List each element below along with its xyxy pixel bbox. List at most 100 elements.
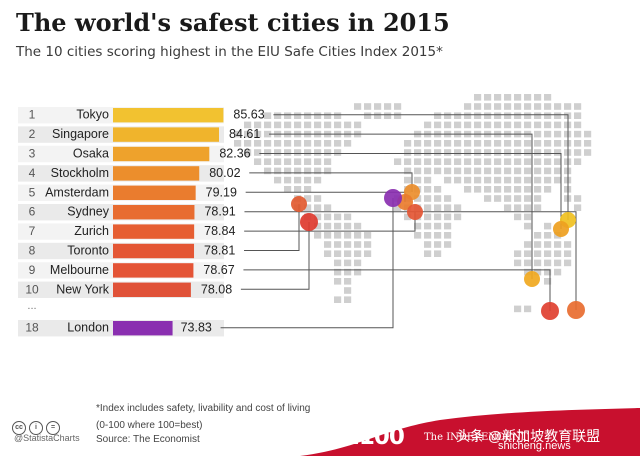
map-dot <box>444 121 452 129</box>
map-dot <box>264 167 272 175</box>
bar <box>113 282 191 297</box>
map-dot <box>364 103 372 110</box>
map-dot <box>434 241 442 248</box>
connector-line <box>269 133 533 279</box>
map-dot <box>484 176 492 184</box>
map-dot <box>324 250 332 257</box>
map-dot <box>524 167 532 175</box>
map-dot <box>554 103 562 110</box>
map-dot <box>234 130 242 138</box>
map-dot <box>424 176 432 184</box>
map-dot <box>314 232 322 239</box>
map-dot <box>524 103 532 110</box>
map-dot <box>344 232 352 239</box>
map-dot <box>534 167 542 175</box>
map-dot <box>534 204 542 211</box>
map-dot <box>314 213 322 221</box>
map-dot <box>334 241 342 248</box>
map-dot <box>504 94 512 101</box>
map-dot <box>584 140 592 147</box>
map-dot <box>514 158 522 165</box>
map-dot <box>534 259 542 267</box>
map-dot <box>344 259 352 267</box>
map-dot <box>474 112 482 119</box>
map-dot <box>434 158 442 165</box>
map-dot <box>294 176 302 184</box>
nd-icon: = <box>46 421 60 435</box>
map-dot <box>244 149 252 156</box>
map-dot <box>464 112 472 119</box>
city-marker <box>553 221 569 237</box>
by-icon: i <box>29 421 43 435</box>
map-dot <box>344 213 352 221</box>
map-dot <box>574 130 582 138</box>
map-dot <box>424 149 432 156</box>
bar <box>113 127 220 142</box>
map-dot <box>444 241 452 248</box>
map-dot <box>334 149 342 156</box>
map-dot <box>254 158 262 165</box>
map-dot <box>304 167 312 175</box>
map-dot <box>524 140 532 147</box>
footnote-line-1: *Index includes safety, livability and c… <box>96 403 311 414</box>
map-dot <box>514 176 522 184</box>
map-dot <box>434 149 442 156</box>
map-dot <box>304 158 312 165</box>
city-label: Amsterdam <box>45 185 109 199</box>
city-label: Toronto <box>67 244 109 258</box>
bar <box>113 205 195 220</box>
map-dot <box>514 94 522 101</box>
map-dot <box>574 204 582 211</box>
map-dot <box>534 112 542 119</box>
bar <box>113 108 224 123</box>
watermark-text: 头条 @新加坡教育联盟 <box>456 428 601 444</box>
map-dot <box>314 149 322 156</box>
footer-wave-shape <box>300 408 640 456</box>
city-marker <box>541 302 559 320</box>
map-dot <box>464 176 472 184</box>
map-dot <box>574 158 582 165</box>
map-dot <box>514 121 522 129</box>
map-dot <box>534 176 542 184</box>
map-dot <box>524 204 532 211</box>
map-dot <box>234 140 242 147</box>
rank-label: 1 <box>29 108 36 122</box>
map-dot <box>424 195 432 202</box>
map-dot <box>554 121 562 129</box>
map-dot <box>384 103 392 110</box>
map-dot <box>344 241 352 248</box>
connector-line <box>243 269 551 311</box>
map-dot <box>294 186 302 193</box>
map-dot <box>424 158 432 165</box>
value-label: 78.91 <box>204 205 235 219</box>
map-dot <box>334 140 342 147</box>
map-dot <box>504 149 512 156</box>
connector-line <box>245 191 406 202</box>
map-dot <box>434 186 442 193</box>
map-dot <box>284 149 292 156</box>
map-dot <box>454 213 462 221</box>
map-dot <box>524 186 532 193</box>
bar <box>113 224 195 239</box>
bar <box>113 166 200 181</box>
license-icons: cc i = <box>12 416 82 435</box>
map-dot <box>494 158 502 165</box>
map-dot <box>524 250 532 257</box>
map-dot <box>574 140 582 147</box>
city-marker <box>384 189 402 207</box>
map-dot <box>424 140 432 147</box>
map-dot <box>334 250 342 257</box>
map-dot <box>454 204 462 211</box>
connector-lines <box>220 114 577 329</box>
city-marker <box>524 271 540 287</box>
map-dot <box>404 149 412 156</box>
value-label: 78.67 <box>203 263 234 277</box>
map-dot <box>454 140 462 147</box>
city-label: Stockholm <box>51 166 109 180</box>
city-marker <box>407 204 423 220</box>
map-dot <box>364 250 372 257</box>
value-label: 80.02 <box>209 166 240 180</box>
map-dot <box>334 213 342 221</box>
map-dot <box>464 149 472 156</box>
map-dot <box>554 130 562 138</box>
